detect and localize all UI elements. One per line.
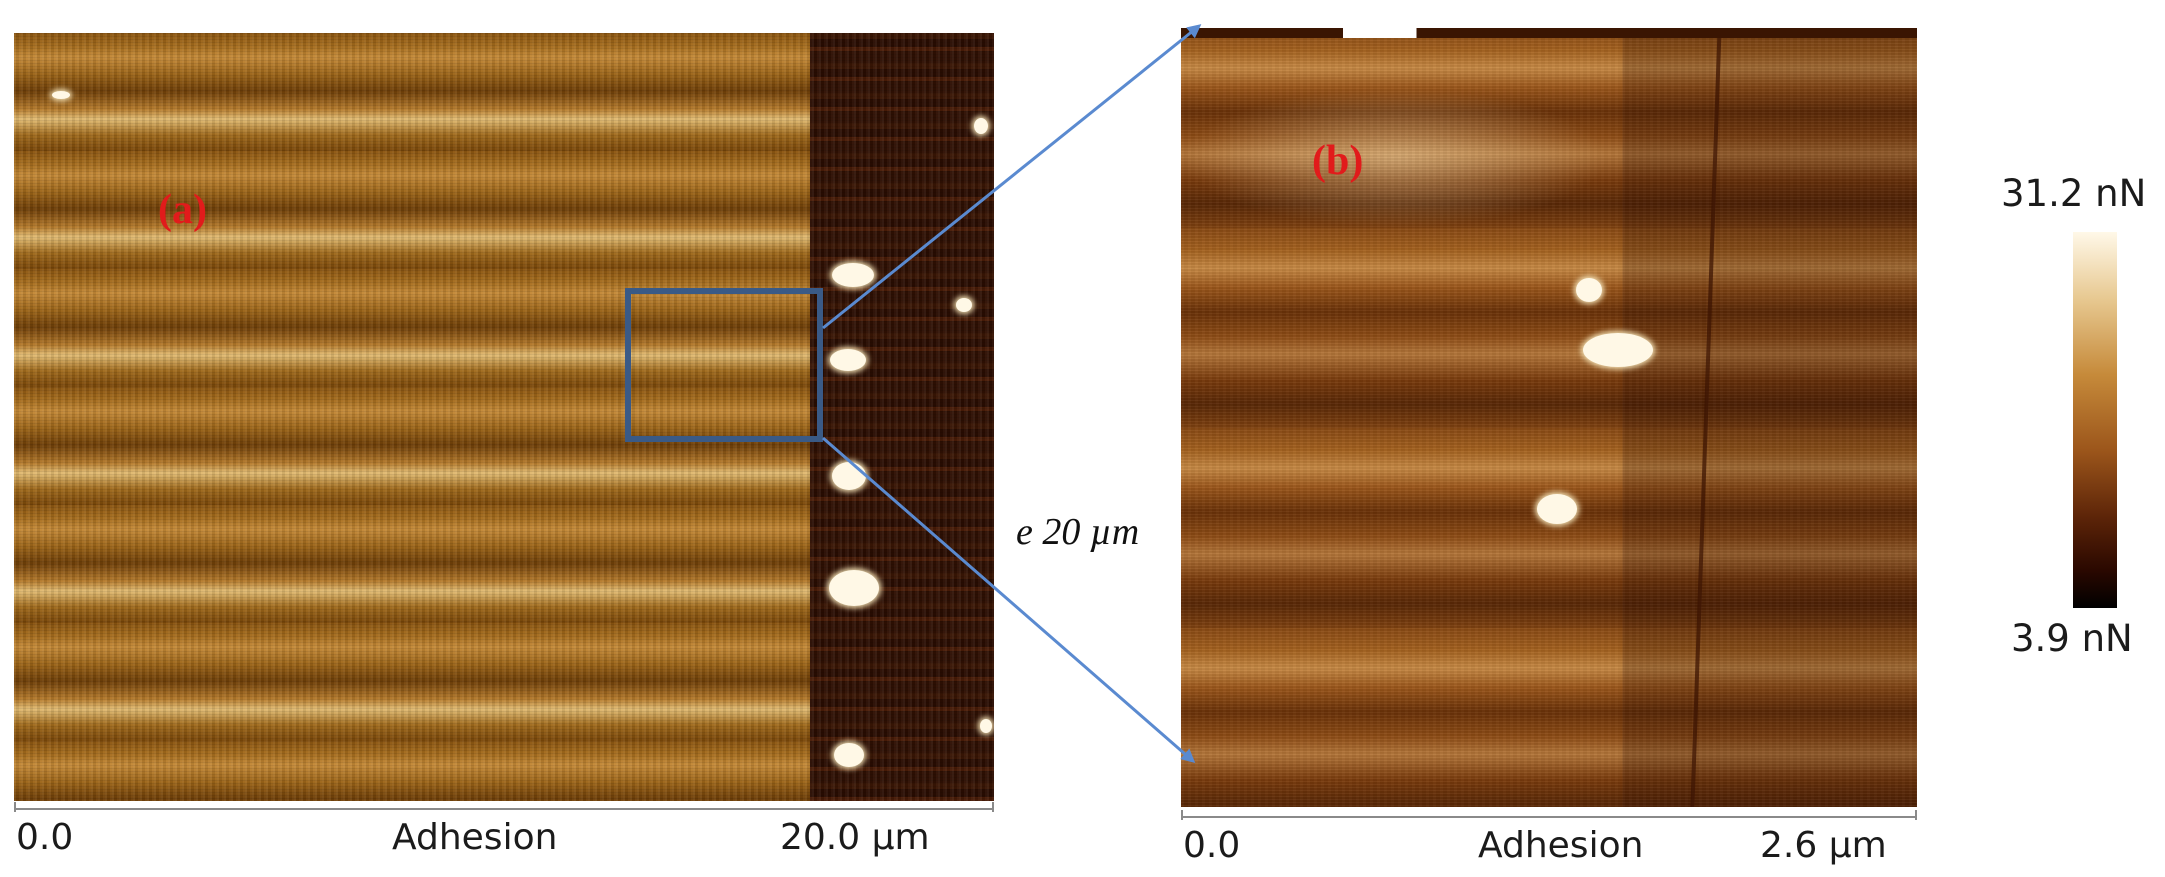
particle bbox=[974, 118, 988, 134]
particle bbox=[52, 91, 70, 99]
texture-overlay bbox=[14, 33, 994, 801]
axis-bar-b bbox=[1181, 810, 1917, 820]
axis-b-end: 2.6 µm bbox=[1760, 825, 1887, 866]
particle bbox=[834, 743, 864, 767]
particle bbox=[832, 263, 874, 287]
axis-bar-a bbox=[14, 802, 994, 812]
particle bbox=[980, 719, 992, 733]
colorbar bbox=[2073, 232, 2117, 608]
axis-a-title: Adhesion bbox=[392, 817, 558, 858]
afm-image-panel-a bbox=[14, 33, 994, 801]
axis-b-start: 0.0 bbox=[1183, 825, 1241, 866]
colorbar-max-label: 31.2 nN bbox=[2001, 172, 2147, 215]
particle bbox=[956, 298, 972, 312]
bright-region bbox=[1181, 88, 1608, 228]
image-top-edge bbox=[1181, 28, 1917, 38]
axis-a-end: 20.0 µm bbox=[780, 817, 930, 858]
particle bbox=[1576, 278, 1602, 302]
colorbar-min-label: 3.9 nN bbox=[2011, 617, 2133, 660]
particle bbox=[832, 462, 866, 490]
particle bbox=[829, 570, 879, 606]
particle bbox=[1537, 494, 1577, 524]
zoom-region-box bbox=[625, 288, 823, 442]
particle bbox=[830, 349, 866, 371]
panel-b-label: (b) bbox=[1312, 138, 1364, 184]
texture-overlay bbox=[1181, 28, 1917, 807]
particle bbox=[1583, 333, 1653, 367]
panel-a-label: (a) bbox=[158, 187, 207, 233]
axis-b-title: Adhesion bbox=[1478, 825, 1644, 866]
axis-a-start: 0.0 bbox=[16, 817, 74, 858]
afm-image-panel-b bbox=[1181, 28, 1917, 807]
zoom-scale-label: e 20 µm bbox=[1016, 511, 1140, 553]
